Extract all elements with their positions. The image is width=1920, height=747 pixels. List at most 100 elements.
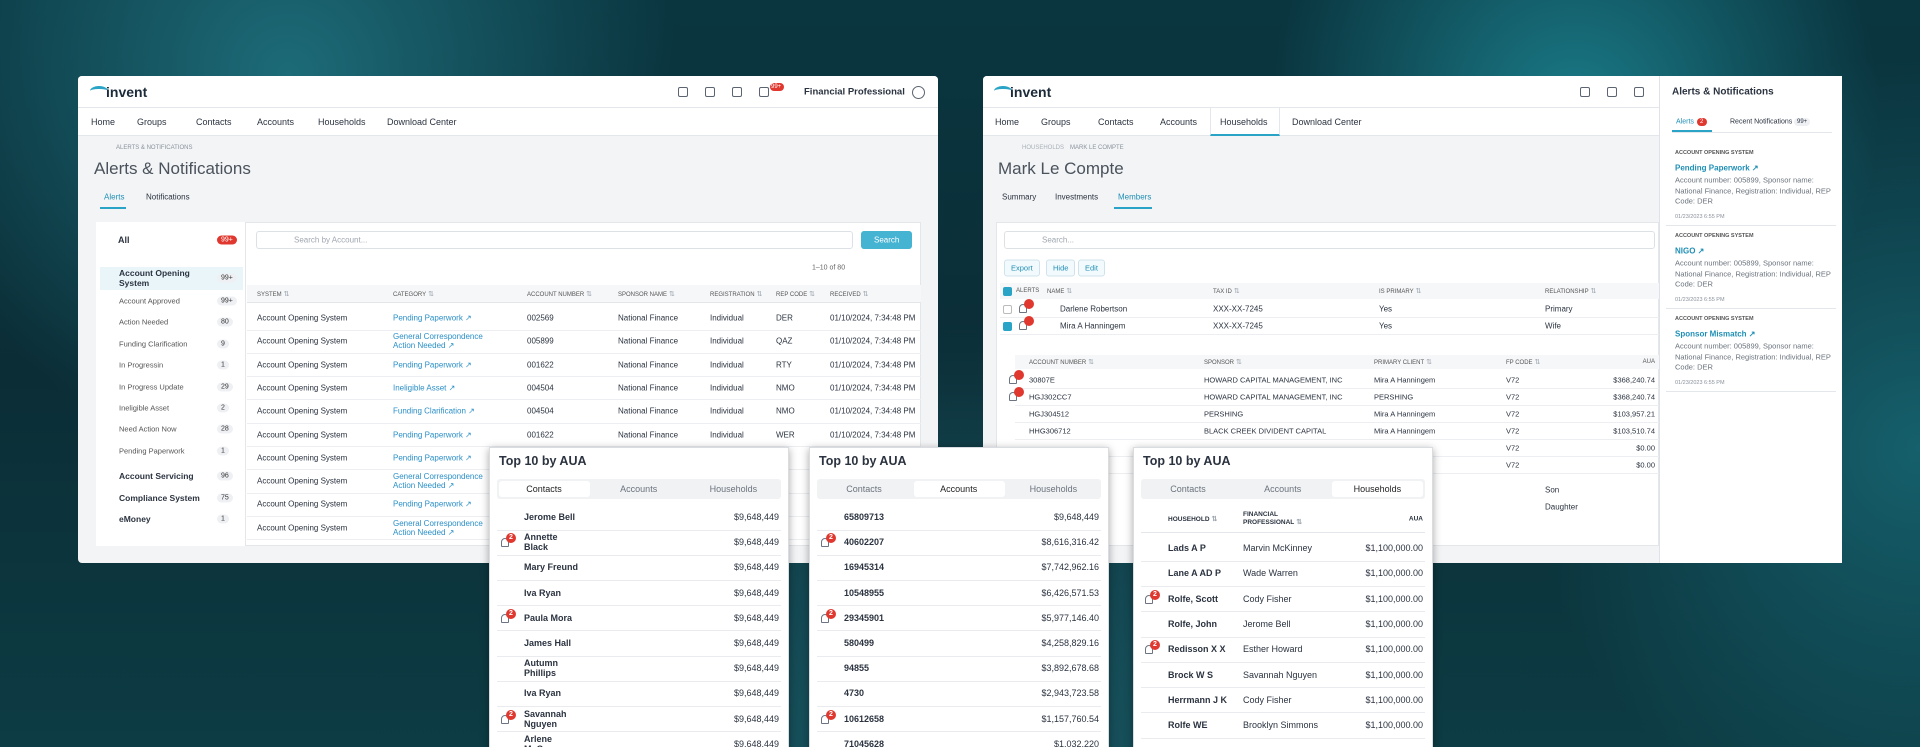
tab[interactable]: Investments bbox=[1055, 192, 1099, 202]
row-name[interactable]: Mary Freund bbox=[524, 562, 579, 573]
avatar[interactable] bbox=[912, 86, 925, 99]
member-name[interactable]: Darlene Robertson bbox=[1060, 304, 1128, 314]
card-tab[interactable]: Households bbox=[1353, 484, 1402, 494]
column-header[interactable]: PRIMARY CLIENT bbox=[1374, 358, 1432, 366]
nav-item[interactable]: Accounts bbox=[1160, 117, 1198, 127]
column-header[interactable]: REP CODE bbox=[776, 290, 815, 298]
action-button[interactable]: Hide bbox=[1046, 259, 1076, 277]
row-name[interactable]: Arlene McCoy bbox=[524, 733, 554, 747]
header-icon[interactable] bbox=[732, 87, 742, 97]
column-header[interactable]: RELATIONSHIP bbox=[1545, 287, 1596, 295]
header-icon[interactable] bbox=[1580, 87, 1590, 97]
search-button[interactable] bbox=[861, 231, 912, 249]
column-header[interactable]: SPONSOR NAME bbox=[618, 290, 675, 298]
search-input[interactable] bbox=[1004, 231, 1655, 249]
row-name[interactable]: Autumn Phillips bbox=[524, 658, 558, 679]
category-link[interactable]: Pending Paperwork bbox=[393, 430, 488, 439]
card-tab[interactable]: Accounts bbox=[940, 484, 978, 494]
nav-item[interactable]: Home bbox=[91, 117, 116, 127]
row-name[interactable]: Redisson X X bbox=[1168, 644, 1226, 655]
column-header[interactable]: CATEGORY bbox=[393, 290, 434, 298]
column-header[interactable]: AUA bbox=[1642, 359, 1655, 365]
header-checkbox[interactable] bbox=[1003, 287, 1012, 296]
column-header[interactable]: ALERTS bbox=[1016, 288, 1040, 294]
card-tab[interactable]: Accounts bbox=[620, 484, 658, 494]
card-tab[interactable]: Households bbox=[1029, 484, 1078, 494]
card-tab[interactable]: Contacts bbox=[846, 484, 882, 494]
row-name[interactable]: James Hall bbox=[524, 638, 572, 648]
sidebar-item[interactable]: Action Needed bbox=[119, 317, 169, 327]
row-name[interactable]: Herrmann J K bbox=[1168, 694, 1228, 705]
row-name[interactable]: Brock W S bbox=[1168, 669, 1214, 680]
row-name[interactable]: 10612658 bbox=[844, 713, 885, 724]
sidebar-item[interactable]: In Progressin bbox=[119, 360, 164, 370]
category-link[interactable]: Ineligible Asset bbox=[393, 383, 488, 392]
column-header[interactable]: IS PRIMARY bbox=[1379, 287, 1421, 295]
row-name[interactable]: Iva Ryan bbox=[524, 587, 562, 598]
card-tab[interactable]: Contacts bbox=[1170, 484, 1206, 494]
row-name[interactable]: 10548955 bbox=[844, 587, 885, 598]
drawer-tab[interactable]: Recent Notifications bbox=[1730, 118, 1793, 126]
close-button[interactable] bbox=[1822, 86, 1832, 98]
column-header[interactable]: RECEIVED bbox=[830, 290, 869, 298]
column-header[interactable]: HOUSEHOLD bbox=[1168, 515, 1217, 523]
card-tab[interactable]: Contacts bbox=[526, 484, 562, 494]
header-icon[interactable] bbox=[705, 87, 715, 97]
sidebar-all[interactable]: All bbox=[118, 235, 130, 245]
sidebar-item[interactable]: Pending Paperwork bbox=[119, 446, 185, 456]
row-name[interactable]: 40602207 bbox=[844, 537, 885, 548]
row-name[interactable]: 4730 bbox=[844, 688, 865, 699]
column-header[interactable]: SPONSOR bbox=[1204, 358, 1242, 366]
header-icon[interactable] bbox=[1634, 87, 1644, 97]
nav-item[interactable]: Accounts bbox=[257, 117, 295, 127]
sidebar-group[interactable]: Account Servicing bbox=[119, 471, 194, 481]
card-tab[interactable]: Households bbox=[709, 484, 758, 494]
category-link[interactable]: Pending Paperwork bbox=[393, 500, 488, 509]
nav-item[interactable]: Contacts bbox=[1098, 117, 1134, 127]
search-input[interactable] bbox=[256, 231, 853, 249]
tab[interactable]: Summary bbox=[1002, 192, 1037, 202]
category-link[interactable]: Pending Paperwork bbox=[393, 360, 488, 369]
row-name[interactable]: Rolfe, Scott bbox=[1168, 593, 1219, 604]
column-header[interactable]: FP CODE bbox=[1506, 358, 1540, 366]
row-name[interactable]: Rolfe, John bbox=[1168, 618, 1217, 629]
action-button[interactable]: Edit bbox=[1078, 259, 1105, 277]
action-button[interactable]: Export bbox=[1004, 259, 1040, 277]
row-name[interactable]: 71045628 bbox=[844, 738, 885, 747]
row-checkbox[interactable] bbox=[1003, 305, 1012, 314]
category-link[interactable]: Funding Clarification bbox=[393, 407, 488, 416]
nav-item[interactable]: Download Center bbox=[387, 117, 457, 127]
nav-item[interactable]: Home bbox=[995, 117, 1020, 127]
drawer-tab[interactable]: Alerts bbox=[1676, 118, 1694, 126]
row-name[interactable]: 29345901 bbox=[844, 612, 885, 623]
column-header[interactable]: AUA bbox=[1408, 515, 1423, 523]
nav-item[interactable]: Households bbox=[1220, 117, 1268, 127]
header-icon[interactable] bbox=[759, 87, 769, 97]
member-name[interactable]: Mira A Hanningem bbox=[1060, 321, 1126, 331]
sidebar-item[interactable]: Ineligible Asset bbox=[119, 403, 170, 413]
sidebar-item[interactable]: Account Approved bbox=[119, 296, 180, 306]
sidebar-item[interactable]: Need Action Now bbox=[119, 424, 177, 434]
row-name[interactable]: 580499 bbox=[844, 638, 875, 648]
column-header[interactable]: SYSTEM bbox=[257, 290, 289, 298]
column-header[interactable]: NAME bbox=[1047, 287, 1072, 295]
category-link[interactable]: General Correspondence Action Needed bbox=[393, 519, 488, 537]
tab[interactable]: Notifications bbox=[146, 192, 190, 202]
nav-item[interactable]: Households bbox=[318, 117, 366, 127]
column-header[interactable]: REGISTRATION bbox=[710, 290, 762, 298]
sidebar-group[interactable]: Compliance System bbox=[119, 493, 200, 503]
category-link[interactable]: General Correspondence Action Needed bbox=[393, 472, 488, 490]
nav-item[interactable]: Groups bbox=[1041, 117, 1071, 127]
row-name[interactable]: Lads A P bbox=[1168, 543, 1206, 553]
column-header[interactable]: ACCOUNT NUMBER bbox=[527, 290, 592, 298]
tab[interactable]: Members bbox=[1118, 192, 1152, 202]
nav-item[interactable]: Download Center bbox=[1292, 117, 1362, 127]
nav-item[interactable]: Groups bbox=[137, 117, 167, 127]
notification-title[interactable]: Sponsor Mismatch bbox=[1675, 330, 1756, 339]
nav-item[interactable]: Contacts bbox=[196, 117, 232, 127]
header-icon[interactable] bbox=[678, 87, 688, 97]
row-name[interactable]: Lane A AD P bbox=[1168, 568, 1222, 579]
row-name[interactable]: 16945314 bbox=[844, 562, 885, 573]
row-checkbox[interactable] bbox=[1003, 322, 1012, 331]
sidebar-item[interactable]: In Progress Update bbox=[119, 382, 184, 392]
